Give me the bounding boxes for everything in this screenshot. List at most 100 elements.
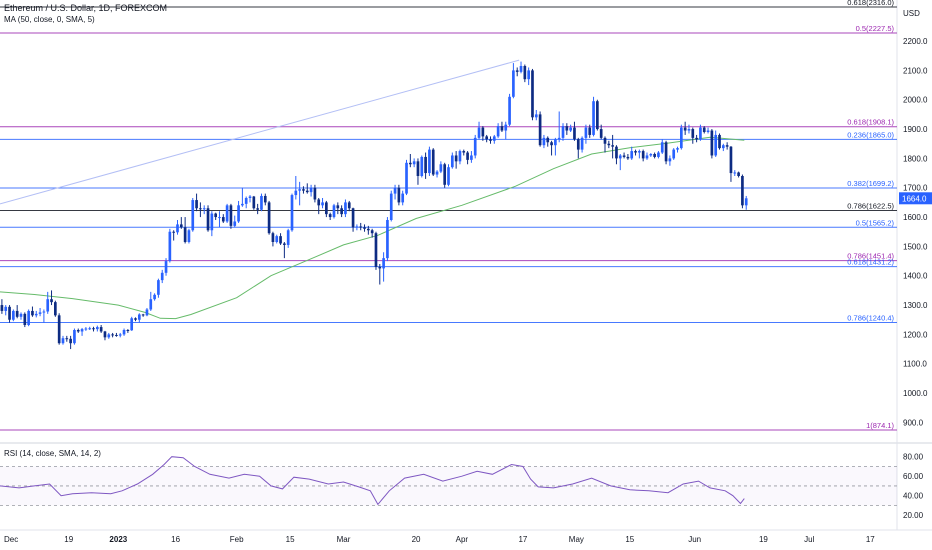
candle-body <box>531 70 534 118</box>
candle-body <box>340 208 343 215</box>
candle-body <box>160 272 164 281</box>
candle-body <box>622 155 626 157</box>
candle-body <box>676 148 679 150</box>
rsi-tick-label: 60.00 <box>903 472 924 481</box>
price-tick-label: 2000.0 <box>903 96 928 105</box>
candle-body <box>721 145 725 149</box>
candle-body <box>695 137 698 140</box>
candle-body <box>397 187 401 203</box>
candle-body <box>191 200 195 231</box>
candle-body <box>46 299 50 312</box>
time-tick-label: 16 <box>171 535 180 544</box>
candle-body <box>8 306 11 320</box>
candle-body <box>710 130 714 156</box>
candle-body <box>496 126 500 137</box>
rsi-line <box>0 456 745 506</box>
candle-body <box>344 202 347 215</box>
candle-body <box>508 96 511 125</box>
candle-body <box>523 66 527 80</box>
candle-body <box>557 137 561 140</box>
candle-body <box>477 127 481 138</box>
candle-body <box>504 124 508 131</box>
ma-line <box>0 136 745 320</box>
candle-body <box>489 139 492 141</box>
trend-line <box>0 59 520 205</box>
candle-body <box>65 338 69 340</box>
candle-body <box>34 313 38 316</box>
candle-body <box>244 198 248 204</box>
time-tick-label: 15 <box>625 535 634 544</box>
candle-body <box>458 151 462 162</box>
rsi-indicator-label: RSI (14, close, SMA, 14, 2) <box>4 449 101 458</box>
candle-body <box>92 328 95 330</box>
candle-body <box>607 143 611 146</box>
time-tick-label: Jul <box>804 535 814 544</box>
candle-body <box>462 151 466 153</box>
candle-body <box>0 305 4 311</box>
candle-body <box>309 187 313 193</box>
rsi-tick-label: 40.00 <box>903 492 924 501</box>
candle-body <box>454 155 458 162</box>
candle-body <box>393 187 397 194</box>
candle-body <box>370 230 374 234</box>
candle-body <box>664 142 668 162</box>
candle-body <box>733 172 737 174</box>
candle-body <box>729 146 733 174</box>
fib-level-label: 0.5(2227.5) <box>856 24 895 33</box>
candle-body <box>389 193 393 220</box>
fib-level-label: 0.5(1565.2) <box>856 218 895 227</box>
candle-body <box>645 155 649 159</box>
candle-body <box>347 202 351 209</box>
candle-body <box>141 314 145 316</box>
candle-body <box>588 127 592 135</box>
candle-body <box>168 231 172 262</box>
price-tick-label: 900.0 <box>903 418 924 427</box>
candle-body <box>611 145 614 147</box>
time-tick-label: 19 <box>759 535 768 544</box>
candle-body <box>76 330 80 332</box>
candle-body <box>367 228 370 231</box>
time-tick-label: Apr <box>456 535 469 544</box>
candle-body <box>302 189 305 191</box>
time-tick-label: May <box>569 535 584 544</box>
candle-body <box>744 198 748 206</box>
candle-body <box>485 136 489 140</box>
time-tick-label: Jun <box>688 535 701 544</box>
candle-body <box>149 299 153 310</box>
candle-body <box>546 137 550 143</box>
fib-level-label: 0.618(2316.0) <box>847 0 894 7</box>
price-tick-label: 2200.0 <box>903 37 928 46</box>
candle-body <box>229 205 233 226</box>
candle-body <box>630 151 634 159</box>
candle-body <box>260 195 263 210</box>
last-price-label: 1664.0 <box>902 194 927 203</box>
candle-body <box>424 156 427 174</box>
candle-body <box>54 302 57 316</box>
candle-body <box>4 306 8 311</box>
candle-body <box>80 329 84 332</box>
candle-body <box>210 213 214 231</box>
candle-body <box>31 310 34 316</box>
candle-body <box>12 310 15 320</box>
candle-body <box>332 205 336 218</box>
fib-level-label: 0.618(1908.1) <box>847 118 894 127</box>
candle-body <box>325 202 328 215</box>
price-tick-label: 1400.0 <box>903 272 928 281</box>
fib-level-label: 0.618(1431.2) <box>847 258 894 267</box>
candle-body <box>554 139 557 146</box>
candle-body <box>584 127 588 138</box>
candle-body <box>615 146 618 159</box>
candle-body <box>157 280 160 295</box>
candle-body <box>512 70 515 97</box>
candle-body <box>145 309 149 316</box>
candle-body <box>286 230 290 245</box>
candle-body <box>401 193 405 203</box>
candle-body <box>126 330 130 331</box>
candle-body <box>527 70 530 80</box>
candle-body <box>428 149 431 174</box>
candle-body <box>466 152 469 160</box>
price-tick-label: 1800.0 <box>903 154 928 163</box>
candle-body <box>725 145 729 147</box>
candle-body <box>450 155 454 168</box>
